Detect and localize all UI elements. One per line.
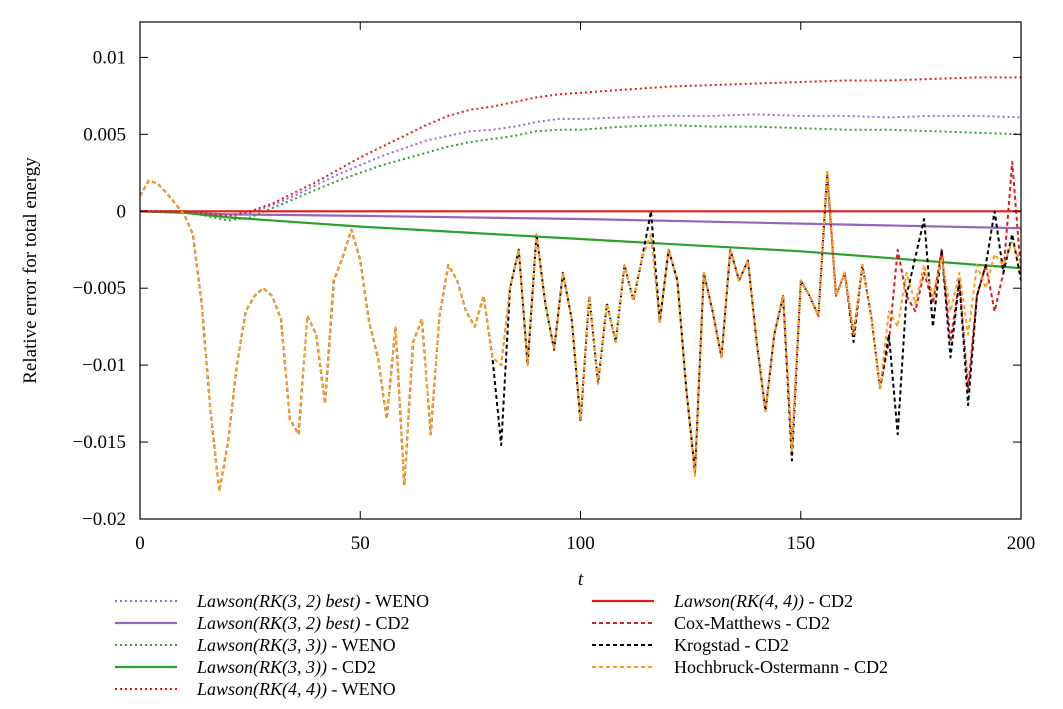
series-layer [140,76,1021,493]
x-tick-label: 100 [566,533,595,554]
legend-label-5: Lawson(RK(4, 4)) - CD2 [673,591,853,612]
legend-label-8: Hochbruck-Ostermann - CD2 [674,657,888,677]
series-line-4 [140,76,1021,217]
ticks-layer: 0 50 100 150 200 −0.02 −0.015 −0.01 −0.005 0 0.005… [73,22,1036,554]
legend-label-1: Lawson(RK(3, 2) best) - CD2 [196,613,410,634]
y-tick-label: −0.015 [73,432,126,453]
series-line-8 [140,168,1021,493]
series-line-0 [140,113,1021,219]
x-tick-label: 50 [351,533,370,554]
x-tick-label: 200 [1007,533,1036,554]
legend-label-2: Lawson(RK(3, 3)) - WENO [196,635,396,656]
x-tick-label: 0 [135,533,145,554]
legend-label-6: Cox-Matthews - CD2 [674,613,830,633]
x-axis-label: t [578,569,584,590]
legend-label-3: Lawson(RK(3, 3)) - CD2 [196,657,376,678]
y-tick-label: 0.005 [83,124,126,145]
y-tick-label: 0.01 [93,47,126,68]
y-tick-label: −0.01 [82,355,126,376]
x-tick-label: 150 [787,533,816,554]
y-tick-label: −0.005 [73,278,126,299]
legend-label-0: Lawson(RK(3, 2) best) - WENO [196,591,429,612]
legend-label-7: Krogstad - CD2 [674,635,789,655]
y-tick-label: −0.02 [82,509,126,530]
legend-label-4: Lawson(RK(4, 4)) - WENO [196,679,396,700]
y-axis-label: Relative error for total energy [20,157,41,384]
legend: Lawson(RK(3, 2) best) - WENOLawson(RK(3,… [115,591,888,700]
plot-frame [139,21,1022,520]
y-tick-label: 0 [117,201,127,222]
series-line-2 [140,124,1021,222]
